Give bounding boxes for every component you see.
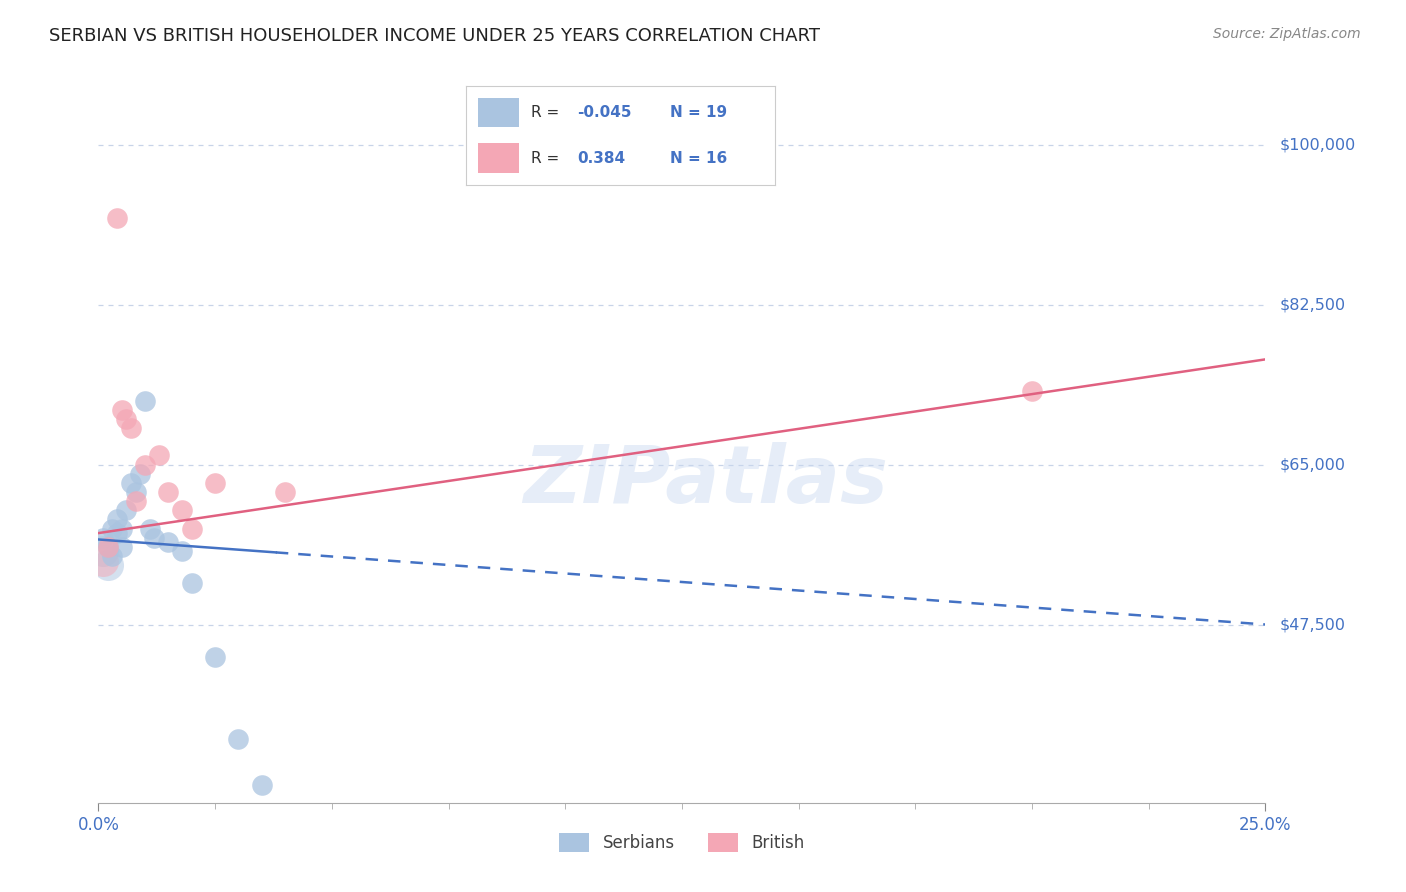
Point [105, 211, 128, 225]
Point [91, 531, 114, 545]
Text: $47,500: $47,500 [1279, 617, 1346, 632]
Point [274, 484, 297, 499]
Point [139, 521, 162, 535]
Point [157, 535, 180, 549]
Point [228, 731, 250, 746]
Point [91, 553, 114, 567]
Point [157, 484, 180, 499]
Point [1021, 384, 1043, 399]
Text: $82,500: $82,500 [1279, 297, 1346, 312]
Point [111, 521, 134, 535]
Point [204, 649, 226, 664]
Text: $100,000: $100,000 [1279, 137, 1355, 152]
Point [134, 458, 156, 472]
Point [172, 544, 194, 558]
Point [111, 540, 134, 554]
Point [148, 448, 170, 462]
Point [97, 558, 120, 573]
Point [129, 467, 152, 481]
Point [111, 402, 134, 417]
Point [115, 411, 138, 425]
Point [120, 421, 142, 435]
Point [134, 393, 156, 408]
Point [101, 521, 124, 535]
Point [172, 503, 194, 517]
Point [143, 531, 166, 545]
Point [101, 549, 124, 563]
Text: $65,000: $65,000 [1279, 457, 1346, 472]
Point [97, 540, 120, 554]
Point [125, 484, 148, 499]
Point [125, 494, 148, 508]
Point [120, 475, 142, 490]
Point [204, 475, 226, 490]
Point [97, 540, 120, 554]
Point [180, 521, 202, 535]
Text: Source: ZipAtlas.com: Source: ZipAtlas.com [1213, 27, 1361, 41]
Text: SERBIAN VS BRITISH HOUSEHOLDER INCOME UNDER 25 YEARS CORRELATION CHART: SERBIAN VS BRITISH HOUSEHOLDER INCOME UN… [49, 27, 820, 45]
Text: ZIPatlas: ZIPatlas [523, 442, 887, 520]
Point [250, 777, 273, 792]
Point [105, 526, 128, 541]
Point [91, 544, 114, 558]
Point [180, 576, 202, 591]
Legend: Serbians, British: Serbians, British [551, 824, 813, 860]
Point [105, 512, 128, 526]
Point [115, 503, 138, 517]
